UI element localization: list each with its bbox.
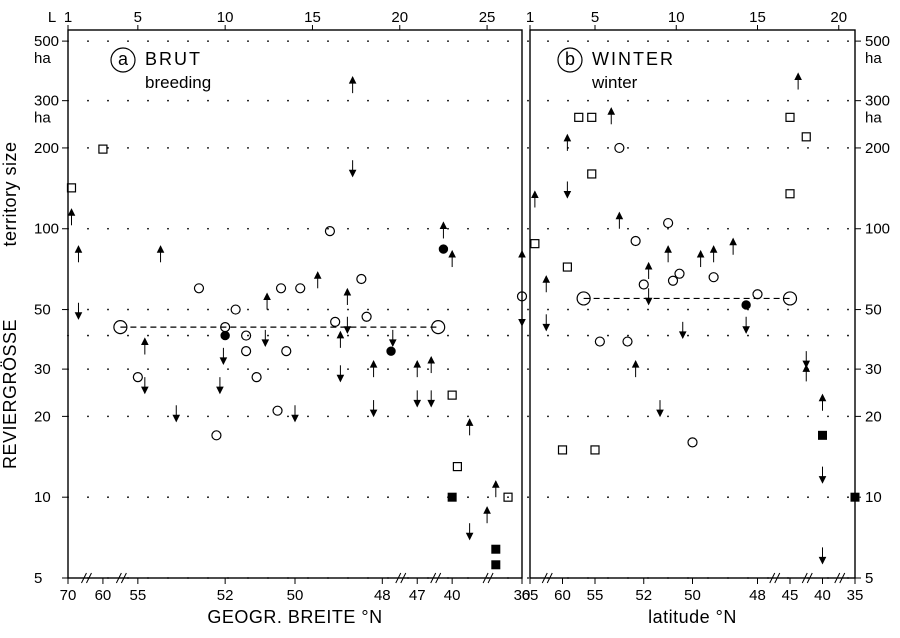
svg-text:70: 70 bbox=[60, 587, 77, 604]
svg-text:52: 52 bbox=[217, 587, 234, 604]
svg-text:35: 35 bbox=[847, 587, 864, 604]
svg-text:60: 60 bbox=[554, 587, 571, 604]
svg-text:65: 65 bbox=[522, 587, 539, 604]
svg-text:GEOGR. BREITE °N: GEOGR. BREITE °N bbox=[207, 607, 382, 627]
svg-text:20: 20 bbox=[34, 408, 51, 425]
svg-text:15: 15 bbox=[304, 9, 321, 26]
svg-text:5: 5 bbox=[591, 9, 599, 26]
svg-text:100: 100 bbox=[34, 221, 59, 238]
svg-text:5: 5 bbox=[865, 570, 873, 587]
svg-text:ha: ha bbox=[865, 110, 882, 127]
svg-text:500: 500 bbox=[865, 33, 890, 50]
svg-text:52: 52 bbox=[635, 587, 652, 604]
svg-text:55: 55 bbox=[130, 587, 147, 604]
svg-text:REVIERGRÖSSE: REVIERGRÖSSE bbox=[0, 319, 20, 469]
svg-text:5: 5 bbox=[134, 9, 142, 26]
svg-text:47: 47 bbox=[409, 587, 426, 604]
svg-text:ha: ha bbox=[34, 50, 51, 67]
svg-text:BRUT: BRUT bbox=[145, 49, 202, 69]
svg-text:10: 10 bbox=[668, 9, 685, 26]
svg-text:L: L bbox=[48, 9, 56, 26]
svg-text:ha: ha bbox=[34, 110, 51, 127]
svg-text:25: 25 bbox=[479, 9, 496, 26]
svg-text:100: 100 bbox=[865, 221, 890, 238]
svg-text:30: 30 bbox=[865, 361, 882, 378]
svg-text:30: 30 bbox=[34, 361, 51, 378]
svg-text:50: 50 bbox=[684, 587, 701, 604]
svg-text:48: 48 bbox=[374, 587, 391, 604]
svg-text:1: 1 bbox=[526, 9, 534, 26]
svg-text:200: 200 bbox=[34, 140, 59, 157]
svg-text:ha: ha bbox=[865, 50, 882, 67]
svg-text:60: 60 bbox=[95, 587, 112, 604]
svg-text:10: 10 bbox=[34, 489, 51, 506]
svg-text:20: 20 bbox=[830, 9, 847, 26]
svg-text:50: 50 bbox=[865, 302, 882, 319]
svg-text:breeding: breeding bbox=[145, 73, 211, 92]
svg-text:50: 50 bbox=[34, 302, 51, 319]
svg-text:200: 200 bbox=[865, 140, 890, 157]
svg-text:a: a bbox=[118, 49, 129, 69]
svg-text:b: b bbox=[565, 49, 575, 69]
svg-text:500: 500 bbox=[34, 33, 59, 50]
svg-text:10: 10 bbox=[217, 9, 234, 26]
svg-text:55: 55 bbox=[587, 587, 604, 604]
svg-text:50: 50 bbox=[287, 587, 304, 604]
svg-text:10: 10 bbox=[865, 489, 882, 506]
svg-text:5: 5 bbox=[34, 570, 42, 587]
svg-text:winter: winter bbox=[591, 73, 638, 92]
svg-text:45: 45 bbox=[782, 587, 799, 604]
svg-text:latitude °N: latitude °N bbox=[648, 607, 737, 627]
figure-container: 5510102020303050501001002002003003005005… bbox=[0, 0, 900, 638]
svg-text:20: 20 bbox=[865, 408, 882, 425]
svg-text:15: 15 bbox=[749, 9, 766, 26]
svg-text:300: 300 bbox=[865, 93, 890, 110]
svg-text:20: 20 bbox=[391, 9, 408, 26]
svg-text:48: 48 bbox=[749, 587, 766, 604]
figure-svg: 5510102020303050501001002002003003005005… bbox=[0, 0, 900, 638]
svg-text:300: 300 bbox=[34, 93, 59, 110]
svg-text:40: 40 bbox=[814, 587, 831, 604]
svg-text:territory size: territory size bbox=[0, 141, 20, 246]
svg-text:WINTER: WINTER bbox=[592, 49, 675, 69]
svg-text:1: 1 bbox=[64, 9, 72, 26]
svg-text:40: 40 bbox=[444, 587, 461, 604]
